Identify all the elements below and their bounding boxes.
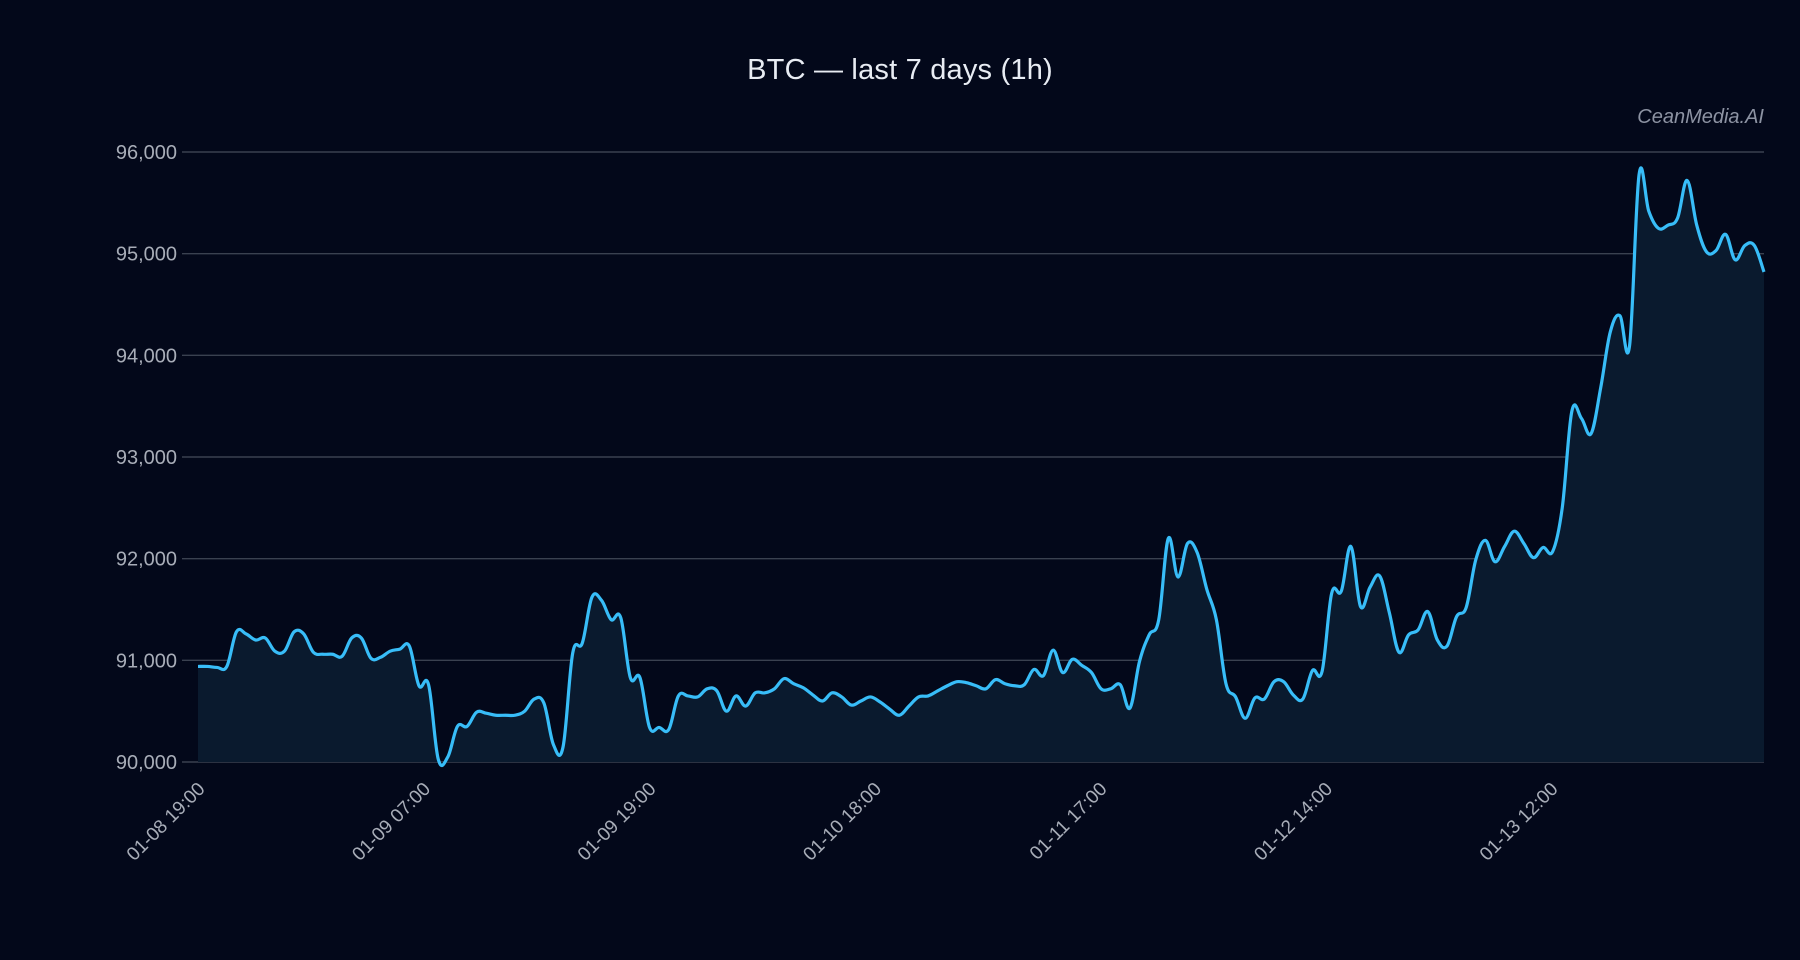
y-tick-label: 93,000	[116, 447, 177, 469]
price-line	[197, 166, 1766, 768]
y-tick-label: 91,000	[116, 650, 177, 672]
x-tick-label: 01-08 19:00	[123, 779, 210, 866]
price-area-fill	[198, 167, 1764, 766]
x-tick-label: 01-11 17:00	[1026, 779, 1112, 865]
x-tick-label: 01-12 14:00	[1250, 779, 1337, 866]
y-tick-label: 94,000	[116, 345, 177, 367]
x-tick-label: 01-10 18:00	[799, 779, 886, 866]
x-tick-label: 01-09 19:00	[574, 779, 661, 866]
x-axis: 01-08 19:00 01-09 07:00 01-09 19:00 01-10 1…	[123, 779, 1563, 866]
y-axis: 90,000 91,000 92,000 93,000 94,000 95,000 96,0…	[116, 142, 177, 774]
chart-title: BTC — last 7 days (1h)	[747, 54, 1053, 86]
watermark: CeanMedia.AI	[1637, 106, 1764, 128]
x-tick-label: 01-13 12:00	[1476, 779, 1563, 866]
y-tick-label: 90,000	[116, 752, 177, 774]
x-tick-label: 01-09 07:00	[348, 779, 435, 866]
y-tick-label: 92,000	[116, 549, 177, 571]
y-tick-label: 96,000	[116, 142, 177, 164]
y-tick-label: 95,000	[116, 244, 177, 266]
